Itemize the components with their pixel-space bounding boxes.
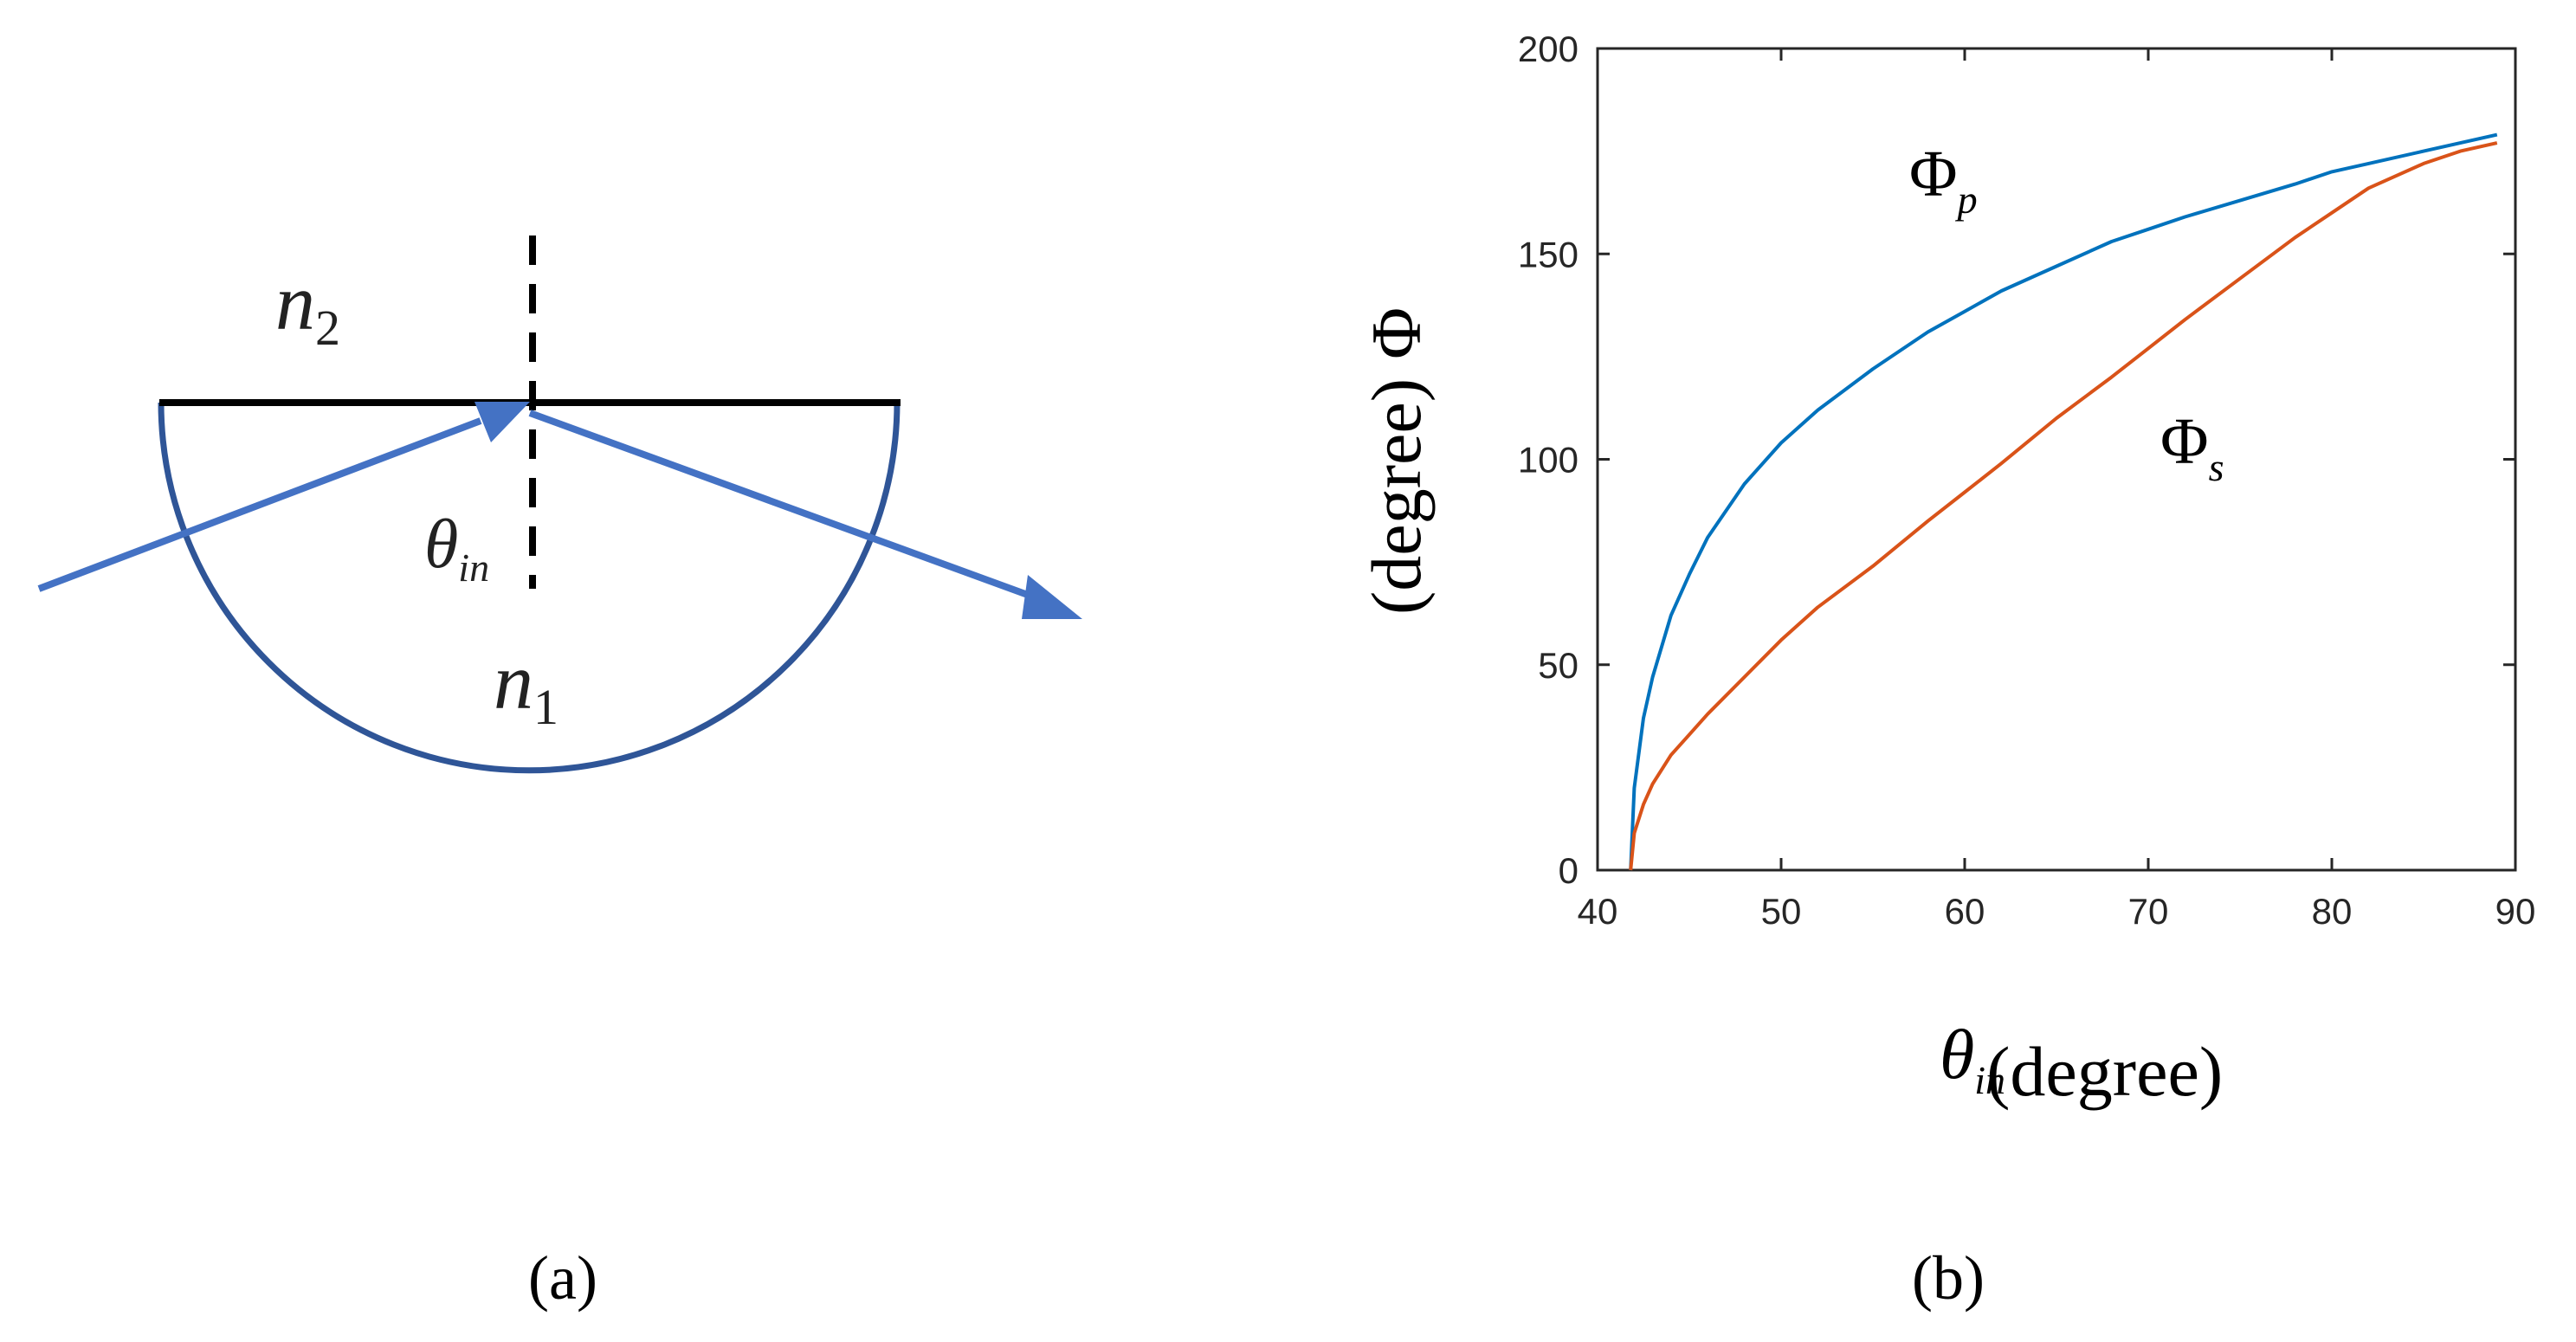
panel-b-chart: 0 50 100 150 200 40 50 60 70 80 90 Φp Φs θin(degr… <box>1357 29 2535 1313</box>
angle-sub: in <box>458 545 489 590</box>
y-axis-label: (degree) Φ <box>1357 307 1436 615</box>
plot-area <box>1596 47 2517 872</box>
series-label-s-sub: s <box>2209 445 2224 489</box>
y-axis-label-unit: (degree) <box>1357 378 1436 615</box>
x-tick-label: 90 <box>2495 891 2536 932</box>
x-tick-label: 70 <box>2128 891 2169 932</box>
y-tick-label: 150 <box>1518 234 1579 274</box>
series-label-p: Φp <box>1909 138 1978 222</box>
series-label-s: Φs <box>2160 405 2224 489</box>
reflected-ray-arrow-icon <box>1022 575 1082 619</box>
series-label-p-sub: p <box>1955 177 1978 222</box>
x-tick-label: 80 <box>2312 891 2353 932</box>
y-tick-label: 200 <box>1518 29 1579 69</box>
hemisphere-prism-icon <box>158 402 901 774</box>
medium-top-sub: 2 <box>315 300 340 356</box>
series-line-s <box>1629 141 2498 871</box>
x-tick-label: 50 <box>1761 891 1802 932</box>
incident-ray-arrow-icon <box>475 402 530 442</box>
medium-bottom-label: n1 <box>494 637 558 735</box>
x-tick-label: 60 <box>1945 891 1985 932</box>
series-line-p <box>1629 132 2498 871</box>
y-tick-label: 50 <box>1538 645 1579 686</box>
x-axis-label: θin(degree) <box>1940 1015 2223 1111</box>
y-axis-ticks: 0 50 100 150 200 <box>1518 29 2515 891</box>
x-axis-label-sub: in <box>1974 1058 2005 1102</box>
y-axis-label-symbol: Φ <box>1357 307 1436 359</box>
y-tick-label: 100 <box>1518 440 1579 481</box>
incident-ray <box>37 417 482 592</box>
x-tick-label: 40 <box>1578 891 1618 932</box>
angle-label: θin <box>424 506 489 590</box>
panel-a-diagram: n2 n1 θin (a) <box>37 235 1082 1313</box>
caption-a: (a) <box>528 1243 597 1313</box>
y-tick-label: 0 <box>1559 850 1579 891</box>
medium-bottom-sub: 1 <box>533 679 558 735</box>
medium-top-label: n2 <box>275 258 340 356</box>
caption-b: (b) <box>1912 1243 1985 1313</box>
x-axis-ticks: 40 50 60 70 80 90 <box>1578 48 2536 932</box>
reflected-ray <box>528 410 1036 601</box>
x-axis-label-unit: (degree) <box>1986 1032 2223 1111</box>
series-lines <box>1629 132 2498 871</box>
